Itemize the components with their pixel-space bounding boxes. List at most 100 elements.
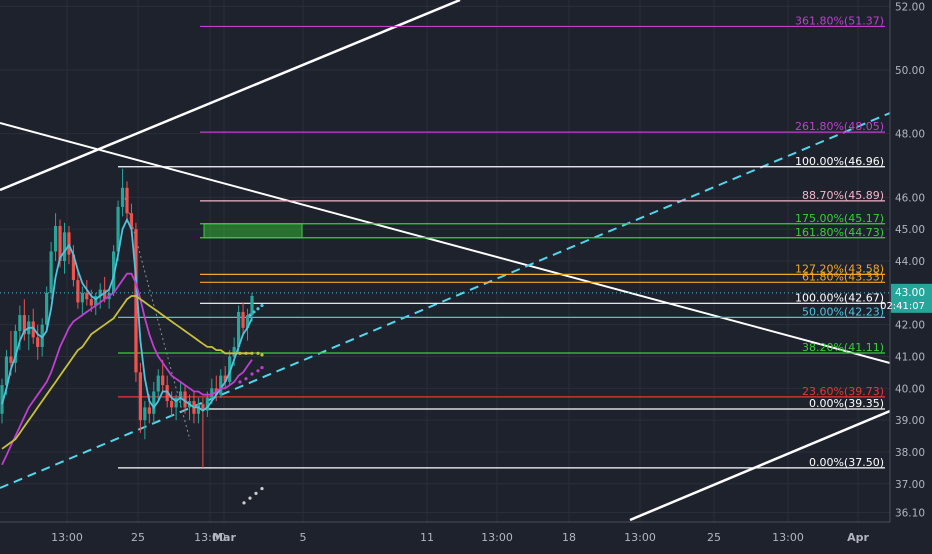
fib-level-label: 161.80%(44.73) [795, 226, 884, 239]
time-tick-label: 25 [131, 531, 145, 544]
candle-body [62, 232, 67, 261]
fib-level-label: 261.80%(48.05) [795, 120, 884, 133]
upper-channel-line [0, 0, 461, 192]
time-tick-label: 13:00 [624, 531, 656, 544]
price-axis-bg [890, 0, 932, 522]
candle-body [9, 356, 13, 363]
candle-body [103, 289, 107, 300]
candle-body [241, 311, 245, 328]
price-tick-label: 39.00 [895, 415, 925, 427]
candle-body [89, 299, 93, 306]
grid-lines [0, 0, 890, 522]
candle-body [250, 296, 254, 316]
time-tick-label: 25 [707, 531, 721, 544]
candle-body [178, 391, 183, 398]
projection-dot [250, 351, 254, 355]
price-tick-label: 50.00 [895, 65, 925, 77]
candle-body [147, 407, 151, 414]
projection-dot [256, 351, 260, 355]
bar-countdown-label: 02:41:07 [880, 301, 925, 312]
dashed-support-line [0, 112, 891, 489]
candle-body [18, 315, 22, 332]
projection-dot [238, 351, 242, 355]
descending-trendline [0, 122, 891, 364]
price-tick-label: 48.00 [895, 129, 925, 141]
fib-level-label: 38.20%(41.11) [802, 341, 884, 354]
candle-body [120, 187, 125, 207]
time-tick-label: 13:00 [772, 531, 804, 544]
projection-dots [238, 303, 264, 505]
candle-body [45, 292, 49, 325]
projection-dot [256, 307, 260, 311]
time-tick-label: 5 [300, 531, 307, 544]
fib-zone-box [203, 223, 303, 239]
fib-level-label: 50.00%(42.23) [802, 305, 884, 318]
price-axis[interactable]: 52.00 50.00 48.00 46.00 45.00 44.00 42.00 41.00… [0, 1, 932, 519]
candle-body [80, 292, 84, 303]
price-tick-label: 37.00 [895, 479, 925, 491]
time-tick-label: 13:00 [481, 531, 513, 544]
candle-body [71, 254, 76, 281]
candle-body [228, 356, 232, 382]
candle-body [94, 296, 98, 306]
teal-ma-line [1, 217, 253, 412]
projection-dot [242, 501, 246, 505]
time-tick-label: Mar [212, 531, 236, 544]
time-tick-label: 13:00 [51, 531, 83, 544]
candle-body [13, 331, 17, 363]
candle-body [31, 321, 35, 338]
candle-body [129, 213, 134, 230]
fib-level-label: 0.00%(37.50) [809, 456, 884, 469]
candle-body [125, 187, 129, 214]
fib-level-label: 100.00%(42.67) [795, 291, 884, 304]
projection-dot [256, 369, 260, 373]
candle-body [138, 372, 142, 421]
fib-level-label: 61.80%(43.33) [802, 270, 884, 283]
candle-body [232, 346, 236, 357]
candle-body [156, 375, 160, 392]
projection-dot [238, 380, 242, 384]
candle-body [40, 324, 44, 347]
projection-dot [248, 313, 252, 317]
candle-body [205, 397, 209, 411]
price-tick-label: 52.00 [895, 1, 925, 13]
candle-body [85, 292, 89, 300]
candle-body [170, 401, 174, 408]
candle-body [219, 375, 223, 395]
price-tick-label: 38.00 [895, 447, 925, 459]
current-price-label: 43.00 [895, 287, 925, 299]
price-tick-label: 40.00 [895, 383, 925, 395]
candle-body [116, 206, 120, 252]
projection-dot [254, 491, 258, 495]
price-tick-label: 41.00 [895, 351, 925, 363]
fib-level-label: 88.70%(45.89) [802, 189, 884, 202]
projection-dot [260, 366, 264, 370]
candle-body [223, 375, 227, 382]
current-price-badge [891, 283, 932, 313]
price-tick-label: 44.00 [895, 256, 925, 268]
projection-dot [260, 303, 264, 308]
candle-body [36, 337, 40, 347]
candle-body [152, 391, 156, 414]
candle-body [165, 385, 169, 402]
price-tick-label: 45.00 [895, 224, 925, 236]
candle-body [112, 251, 116, 293]
projection-dot [244, 351, 248, 355]
candle-body [237, 311, 241, 347]
candle-body [161, 375, 165, 386]
candle-body [58, 225, 62, 261]
candle-body [134, 229, 138, 373]
projection-dot [260, 353, 264, 357]
price-tick-label: 42.00 [895, 320, 925, 332]
candle-body [76, 280, 80, 303]
candle-body [143, 407, 147, 421]
candle-body [245, 315, 250, 328]
candle-body [49, 251, 53, 293]
time-axis-bg [0, 522, 932, 550]
fib-level-label: 100.00%(46.96) [795, 155, 884, 168]
lower-channel-line [629, 409, 891, 522]
fibonacci-levels: 361.80%(51.37) 261.80%(48.05) 100.00%(46.9… [118, 14, 885, 469]
